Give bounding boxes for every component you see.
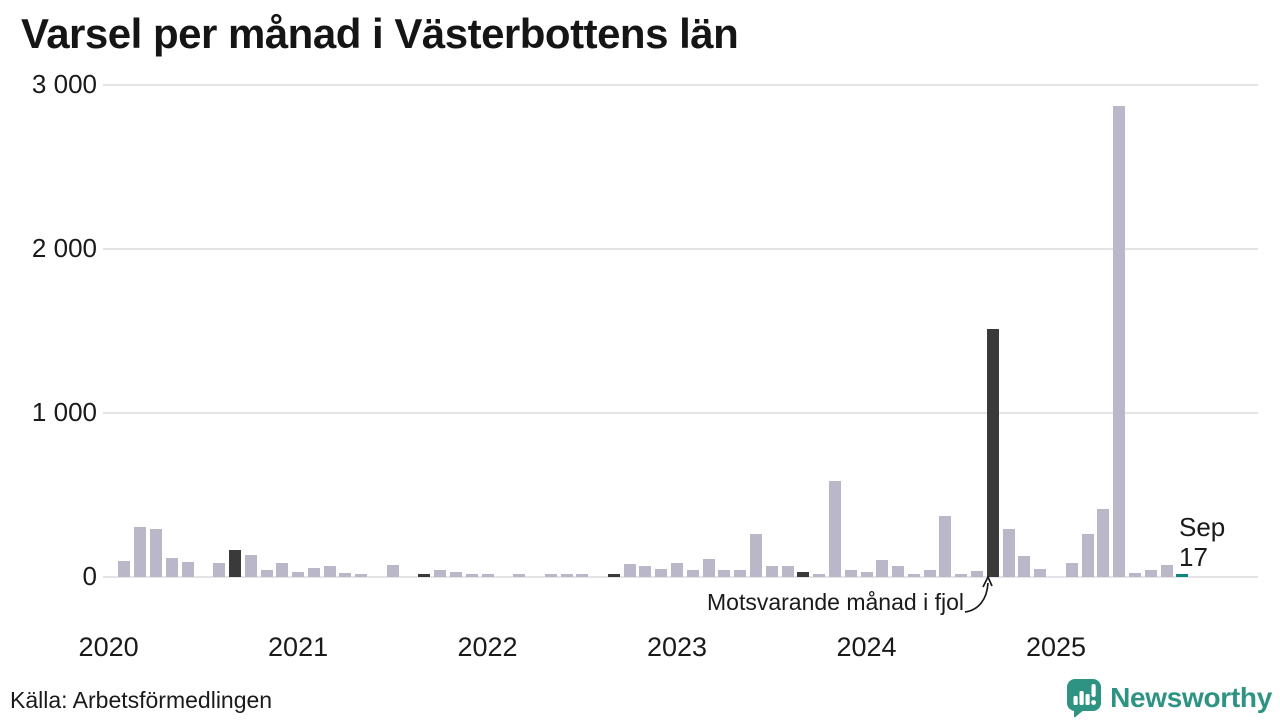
source-note: Källa: Arbetsförmedlingen [10, 687, 273, 713]
bar-2021-7 [386, 565, 399, 577]
y-tick-label-0: 0 [82, 561, 97, 591]
bar-2023-2 [686, 570, 699, 577]
bar-2024-4 [907, 574, 920, 577]
bar-2025-3 [1081, 534, 1094, 577]
bar-2025-7 [1144, 570, 1157, 577]
bar-2022-9 [607, 574, 620, 577]
newsworthy-wordmark: Newsworthy [1110, 682, 1272, 713]
bar-2024-1 [860, 572, 873, 577]
bar-2021-12 [465, 574, 478, 577]
bar-2022-12 [655, 569, 668, 577]
bar-2020-12 [276, 563, 289, 577]
bar-2020-11 [260, 570, 273, 577]
bar-2023-10 [813, 574, 826, 577]
bar-2023-12 [844, 570, 857, 577]
gridline-0 [103, 576, 1258, 578]
chart-title: Varsel per månad i Västerbottens län [21, 10, 739, 57]
bar-2022-5 [544, 574, 557, 577]
y-tick-label-2000: 2 000 [31, 233, 97, 263]
bar-2024-10 [1002, 529, 1015, 577]
bar-2021-9 [418, 574, 431, 577]
bar-2022-3 [513, 574, 526, 577]
bar-2020-9 [228, 550, 241, 577]
bar-2024-7 [955, 574, 968, 577]
bar-2024-5 [923, 570, 936, 577]
bar-2023-6 [749, 534, 762, 577]
bar-2021-11 [449, 572, 462, 577]
x-axis-label-2022: 2022 [457, 632, 518, 662]
x-axis-label-2024: 2024 [836, 632, 897, 662]
current-date-month: Sep [1179, 512, 1226, 542]
bar-2024-9 [986, 329, 999, 577]
bar-2023-1 [671, 563, 684, 577]
bar-2022-11 [639, 566, 652, 577]
bar-2023-5 [734, 570, 747, 577]
x-axis-label-2021: 2021 [268, 632, 329, 662]
bar-2022-7 [576, 574, 589, 577]
bar-2023-9 [797, 572, 810, 577]
bar-2020-6 [181, 562, 194, 577]
bar-2025-2 [1065, 563, 1078, 577]
bar-2023-8 [781, 566, 794, 577]
newsworthy-branding: Newsworthy [1066, 678, 1272, 718]
gridline-1000 [103, 412, 1258, 414]
bar-2025-8 [1160, 565, 1173, 577]
bar-2023-4 [718, 570, 731, 577]
x-axis-label-2020: 2020 [78, 632, 139, 662]
current-date-label: Sep 17 [1179, 512, 1225, 572]
bar-2025-9 [1176, 574, 1189, 577]
bar-2023-7 [765, 566, 778, 577]
bar-2024-11 [1018, 556, 1031, 577]
bar-2022-6 [560, 574, 573, 577]
bar-2021-10 [434, 570, 447, 577]
bar-2021-2 [307, 568, 320, 577]
x-axis-label-2025: 2025 [1025, 632, 1087, 662]
bar-2025-4 [1097, 509, 1110, 577]
bar-2025-6 [1128, 573, 1141, 577]
bar-2021-3 [323, 566, 336, 577]
bar-2023-11 [828, 481, 841, 577]
bar-2020-2 [118, 561, 131, 577]
bar-2021-4 [339, 573, 352, 577]
gridline-2000 [103, 248, 1258, 250]
bar-2022-1 [481, 574, 494, 577]
bar-2023-3 [702, 559, 715, 577]
annotation-label: Motsvarande månad i fjol [707, 589, 964, 615]
current-date-day: 17 [1179, 542, 1208, 572]
bar-2021-5 [355, 574, 368, 577]
bar-2024-8 [971, 571, 984, 577]
bar-2020-8 [213, 563, 226, 577]
bar-2025-5 [1113, 106, 1126, 577]
y-tick-label-1000: 1 000 [31, 397, 97, 427]
gridline-3000 [103, 84, 1258, 86]
bar-2020-5 [165, 558, 178, 577]
bar-2020-4 [149, 529, 162, 577]
bar-2024-12 [1034, 569, 1047, 577]
bar-2024-6 [939, 516, 952, 577]
x-axis-label-2023: 2023 [646, 632, 708, 662]
bar-2021-1 [292, 572, 305, 577]
bar-2020-3 [134, 527, 147, 577]
bar-2024-2 [876, 560, 889, 577]
bar-2020-10 [244, 555, 257, 577]
y-tick-label-3000: 3 000 [31, 69, 97, 99]
annotation-arrow-icon [964, 575, 993, 613]
newsworthy-logo-icon [1067, 679, 1102, 718]
bar-2024-3 [892, 566, 905, 577]
bar-2022-10 [623, 564, 636, 577]
